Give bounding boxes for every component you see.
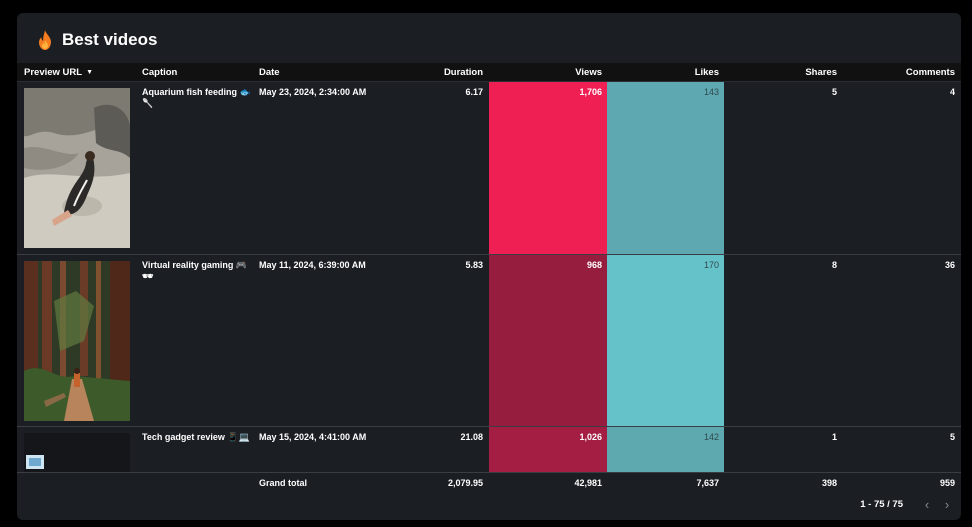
chevron-left-icon[interactable]: ‹ — [924, 496, 930, 512]
sort-desc-icon: ▼ — [86, 69, 94, 76]
preview-thumbnail[interactable] — [24, 261, 130, 421]
shares-text: 8 — [831, 260, 837, 270]
col-header-shares[interactable]: Shares — [805, 67, 837, 78]
views-text: 968 — [586, 260, 602, 270]
views-heat-cell — [489, 427, 607, 472]
preview-thumbnail[interactable] — [24, 433, 130, 472]
col-header-caption[interactable]: Caption — [142, 67, 178, 78]
caption-text: Tech gadget review 📱💻 — [142, 432, 250, 442]
chevron-right-icon[interactable]: › — [944, 496, 950, 512]
table-row[interactable]: Aquarium fish feeding 🐟🥄 May 23, 2024, 2… — [17, 82, 961, 255]
date-text: May 15, 2024, 4:41:00 AM — [259, 432, 367, 442]
comments-text: 4 — [949, 87, 955, 97]
col-header-comments[interactable]: Comments — [905, 67, 955, 78]
comments-text: 5 — [949, 432, 955, 442]
total-views: 42,981 — [574, 478, 602, 488]
preview-thumbnail[interactable] — [24, 88, 130, 248]
best-videos-card: Best videos Preview URL ▼ Caption Date Du… — [17, 13, 961, 520]
col-header-date[interactable]: Date — [259, 67, 280, 78]
views-text: 1,706 — [579, 87, 602, 97]
table-header: Preview URL ▼ Caption Date Duration Views… — [17, 63, 961, 82]
likes-text: 142 — [703, 432, 719, 442]
card-title: Best videos — [62, 30, 158, 49]
pagination-range: 1 - 75 / 75 — [860, 498, 903, 510]
col-header-preview-label: Preview URL — [24, 67, 83, 79]
duration-text: 21.08 — [460, 432, 483, 442]
total-likes: 7,637 — [696, 478, 719, 488]
total-duration: 2,079.95 — [447, 478, 483, 488]
table-row[interactable]: Tech gadget review 📱💻 May 15, 2024, 4:41… — [17, 427, 961, 473]
caption-text: Virtual reality gaming 🎮🕶 — [142, 260, 248, 281]
total-comments: 959 — [939, 478, 955, 488]
pagination: 1 - 75 / 75 ‹ › — [860, 496, 961, 512]
col-header-preview[interactable]: Preview URL ▼ — [24, 63, 93, 82]
likes-text: 170 — [703, 260, 719, 270]
shares-text: 5 — [831, 87, 837, 97]
likes-text: 143 — [703, 87, 719, 97]
grand-total-row: Grand total 2,079.95 42,981 7,637 398 95… — [17, 474, 961, 492]
duration-text: 6.17 — [465, 87, 483, 97]
date-text: May 23, 2024, 2:34:00 AM — [259, 87, 367, 97]
views-text: 1,026 — [579, 432, 602, 442]
col-header-likes[interactable]: Likes — [694, 67, 719, 78]
card-header: Best videos — [37, 29, 157, 51]
col-header-views[interactable]: Views — [575, 67, 602, 78]
views-heat-cell — [489, 255, 607, 426]
total-shares: 398 — [821, 478, 837, 488]
duration-text: 5.83 — [465, 260, 483, 270]
table-row[interactable]: Virtual reality gaming 🎮🕶 May 11, 2024, … — [17, 255, 961, 427]
caption-text: Aquarium fish feeding 🐟🥄 — [142, 87, 251, 108]
fire-icon — [39, 30, 51, 50]
date-text: May 11, 2024, 6:39:00 AM — [259, 260, 366, 270]
likes-heat-cell — [607, 82, 724, 254]
grand-total-label: Grand total — [259, 478, 308, 488]
likes-heat-cell — [607, 427, 724, 472]
col-header-duration[interactable]: Duration — [443, 67, 483, 78]
likes-heat-cell — [607, 255, 724, 426]
shares-text: 1 — [831, 432, 837, 442]
views-heat-cell — [489, 82, 607, 254]
comments-text: 36 — [944, 260, 955, 270]
